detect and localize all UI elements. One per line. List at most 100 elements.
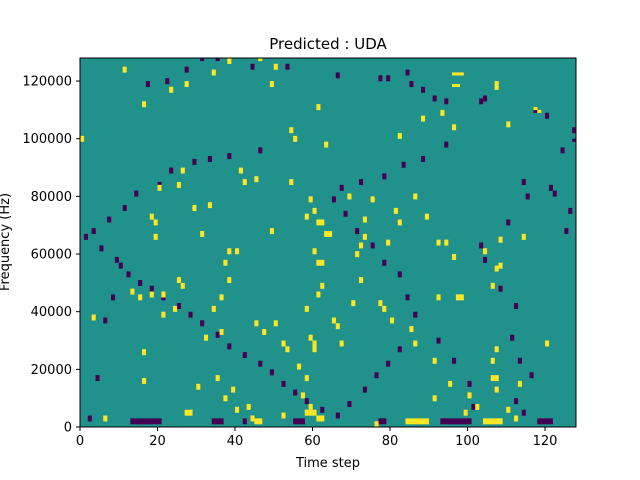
heatmap-cell-purple bbox=[103, 317, 108, 321]
heatmap-cell-purple bbox=[552, 190, 557, 194]
heatmap-cell-yellow bbox=[409, 326, 414, 330]
heatmap-cell-yellow bbox=[262, 328, 267, 333]
heatmap-cell-purple bbox=[525, 193, 530, 197]
heatmap-cell-purple bbox=[242, 418, 247, 422]
heatmap-cell-purple bbox=[134, 193, 139, 197]
heatmap-cell-purple bbox=[250, 66, 255, 70]
heatmap-cell-yellow bbox=[316, 294, 321, 298]
heatmap-cell-yellow bbox=[421, 418, 426, 422]
heatmap-cell-yellow bbox=[467, 392, 472, 396]
heatmap-cell-yellow bbox=[494, 349, 499, 353]
heatmap-cell-purple bbox=[320, 409, 325, 413]
heatmap-cell-purple bbox=[347, 403, 352, 408]
heatmap-cell-yellow bbox=[382, 305, 387, 309]
heatmap-cell-purple bbox=[405, 72, 410, 76]
heatmap-cell-purple bbox=[378, 421, 383, 425]
heatmap-cell-yellow bbox=[293, 138, 298, 142]
heatmap-cell-purple bbox=[444, 421, 449, 425]
heatmap-cell-purple bbox=[145, 421, 150, 425]
heatmap-cell-yellow bbox=[153, 236, 158, 240]
heatmap-cell-purple bbox=[207, 158, 212, 162]
heatmap-cell-purple bbox=[506, 219, 511, 223]
heatmap-cell-purple bbox=[285, 66, 290, 70]
heatmap-cell-yellow bbox=[176, 279, 181, 284]
heatmap-cell-yellow bbox=[467, 395, 472, 399]
heatmap-cell-purple bbox=[281, 383, 286, 387]
plot-area bbox=[79, 57, 577, 428]
heatmap-cell-purple bbox=[382, 421, 387, 425]
heatmap-cell-purple bbox=[397, 349, 402, 353]
heatmap-cell-purple bbox=[331, 196, 336, 200]
heatmap-cell-purple bbox=[471, 406, 476, 410]
heatmap-cell-yellow bbox=[231, 389, 236, 393]
heatmap-cell-purple bbox=[335, 415, 340, 419]
heatmap-cell-purple bbox=[258, 363, 263, 367]
heatmap-cell-purple bbox=[149, 418, 154, 422]
heatmap-cell-purple bbox=[444, 98, 449, 102]
heatmap-cell-yellow bbox=[281, 415, 286, 419]
heatmap-cell-yellow bbox=[180, 170, 185, 174]
heatmap-cell-purple bbox=[533, 109, 538, 113]
heatmap-cell-purple bbox=[405, 294, 410, 298]
heatmap-cell-purple bbox=[293, 418, 298, 422]
heatmap-cell-yellow bbox=[521, 236, 526, 240]
heatmap-cell-yellow bbox=[390, 317, 395, 321]
heatmap-cell-yellow bbox=[304, 216, 309, 220]
heatmap-cell-purple bbox=[545, 418, 550, 422]
heatmap-cell-yellow bbox=[273, 66, 278, 70]
heatmap-cell-yellow bbox=[483, 248, 488, 252]
heatmap-cell-purple bbox=[355, 230, 360, 235]
heatmap-cell-yellow bbox=[316, 291, 321, 295]
heatmap-cell-purple bbox=[483, 256, 488, 260]
heatmap-cell-purple bbox=[95, 375, 100, 379]
heatmap-cell-yellow bbox=[227, 248, 232, 252]
heatmap-cell-purple bbox=[483, 259, 488, 263]
plot-frame bbox=[79, 57, 577, 428]
heatmap-cell-yellow bbox=[320, 415, 325, 419]
heatmap-cell-yellow bbox=[281, 340, 286, 344]
heatmap-cell-purple bbox=[114, 256, 119, 260]
heatmap-cell-yellow bbox=[490, 375, 495, 379]
heatmap-cell-yellow bbox=[223, 259, 228, 263]
heatmap-cell-purple bbox=[138, 421, 143, 425]
heatmap-cell-yellow bbox=[211, 308, 216, 312]
heatmap-cell-yellow bbox=[176, 277, 181, 281]
heatmap-cell-yellow bbox=[149, 213, 154, 217]
heatmap-cell-yellow bbox=[452, 72, 457, 76]
heatmap-cell-yellow bbox=[180, 167, 185, 171]
heatmap-cell-purple bbox=[386, 363, 391, 367]
heatmap-cell-yellow bbox=[359, 245, 364, 249]
heatmap-cell-yellow bbox=[483, 418, 488, 422]
heatmap-cell-yellow bbox=[142, 101, 147, 105]
heatmap-cell-purple bbox=[378, 75, 383, 79]
heatmap-cell-yellow bbox=[452, 83, 457, 88]
heatmap-cell-purple bbox=[386, 75, 391, 79]
heatmap-cell-purple bbox=[421, 158, 426, 162]
heatmap-cell-purple bbox=[440, 418, 445, 422]
heatmap-cell-yellow bbox=[215, 377, 220, 382]
heatmap-cell-yellow bbox=[331, 317, 336, 321]
heatmap-cell-yellow bbox=[316, 104, 321, 108]
heatmap-cell-yellow bbox=[498, 262, 503, 266]
heatmap-cell-yellow bbox=[196, 383, 201, 387]
heatmap-cell-purple bbox=[219, 421, 224, 425]
heatmap-cell-purple bbox=[564, 228, 569, 232]
heatmap-cell-purple bbox=[413, 311, 418, 315]
heatmap-cell-purple bbox=[227, 346, 232, 350]
heatmap-cell-yellow bbox=[452, 127, 457, 131]
heatmap-cell-yellow bbox=[304, 377, 309, 382]
heatmap-cell-purple bbox=[409, 81, 414, 85]
heatmap-cell-yellow bbox=[269, 83, 274, 88]
heatmap-cell-yellow bbox=[494, 81, 499, 85]
heatmap-cell-purple bbox=[134, 418, 139, 422]
heatmap-cell-yellow bbox=[409, 421, 414, 425]
heatmap-cell-yellow bbox=[475, 406, 480, 410]
heatmap-cell-yellow bbox=[490, 285, 495, 289]
heatmap-cell-yellow bbox=[316, 415, 321, 419]
heatmap-cell-purple bbox=[188, 311, 193, 315]
heatmap-cell-yellow bbox=[362, 219, 367, 223]
heatmap-cell-yellow bbox=[246, 406, 251, 410]
heatmap-cell-yellow bbox=[498, 418, 503, 422]
heatmap-cell-yellow bbox=[514, 418, 519, 422]
